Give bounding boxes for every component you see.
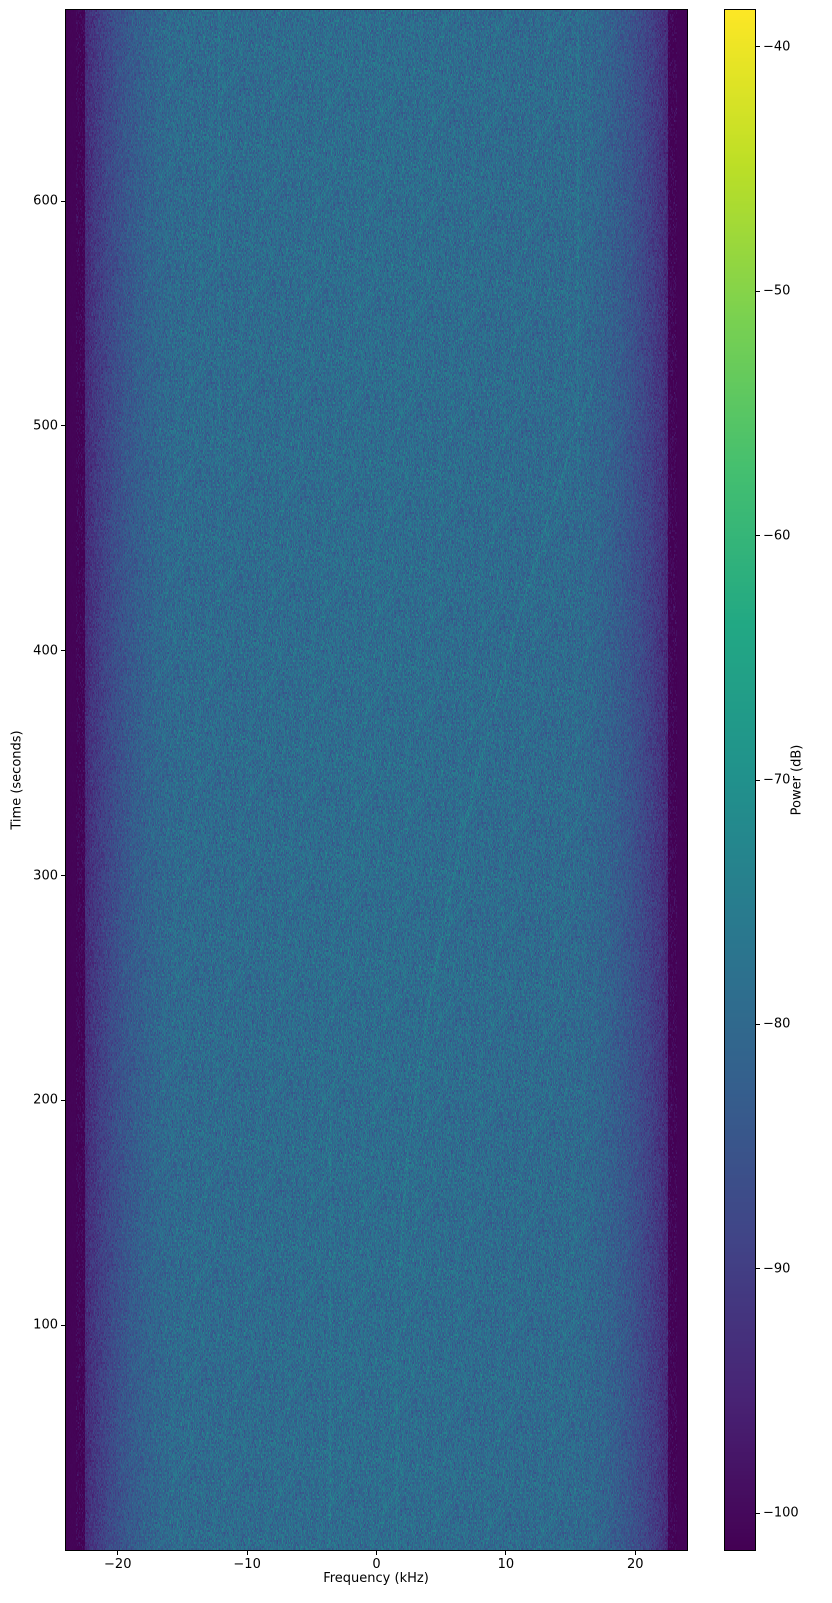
y-tick-mark: [61, 875, 66, 877]
y-tick-mark: [61, 1099, 66, 1101]
colorbar-tick-mark: [755, 535, 760, 537]
colorbar-tick-label: −50: [763, 283, 791, 299]
spectrogram-plot-area: [65, 9, 688, 1551]
y-tick-mark: [61, 200, 66, 202]
y-tick-label: 300: [33, 868, 58, 884]
colorbar-frame: [724, 9, 756, 1551]
colorbar-tick-mark: [755, 1268, 760, 1270]
y-tick-label: 100: [33, 1317, 58, 1333]
colorbar-tick-label: −90: [763, 1261, 791, 1277]
x-tick-label: 20: [626, 1557, 644, 1572]
x-tick-mark: [505, 1550, 507, 1555]
colorbar-tick-mark: [755, 779, 760, 781]
colorbar-tick-mark: [755, 1023, 760, 1025]
colorbar-tick-mark: [755, 290, 760, 292]
colorbar: [724, 9, 756, 1551]
x-tick-label: −10: [233, 1557, 261, 1572]
x-tick-mark: [117, 1550, 119, 1555]
x-tick-mark: [376, 1550, 377, 1555]
colorbar-tick-label: −100: [763, 1505, 799, 1521]
colorbar-tick-mark: [755, 1512, 760, 1514]
spectrogram-heatmap: [66, 10, 687, 1550]
colorbar-tick-label: −60: [763, 528, 791, 544]
colorbar-tick-mark: [755, 46, 760, 48]
colorbar-tick-label: −70: [763, 772, 791, 788]
x-tick-label: 10: [497, 1557, 515, 1572]
x-tick-mark: [246, 1550, 248, 1555]
y-tick-mark: [61, 650, 66, 652]
y-tick-label: 400: [33, 643, 58, 659]
y-tick-mark: [61, 1324, 66, 1326]
colorbar-tick-label: −80: [763, 1016, 791, 1032]
colorbar-label: Power (dB): [789, 744, 805, 816]
x-tick-label: −20: [104, 1557, 132, 1572]
y-tick-label: 200: [33, 1092, 58, 1108]
y-axis-label: Time (seconds): [9, 730, 25, 830]
x-tick-label: 0: [372, 1557, 381, 1572]
y-tick-label: 600: [33, 193, 58, 209]
y-tick-label: 500: [33, 418, 58, 434]
x-axis-label: Frequency (kHz): [323, 1571, 429, 1586]
x-tick-mark: [634, 1550, 636, 1555]
colorbar-tick-label: −40: [763, 39, 791, 55]
y-tick-mark: [61, 425, 66, 427]
colorbar-gradient: [725, 10, 755, 1550]
